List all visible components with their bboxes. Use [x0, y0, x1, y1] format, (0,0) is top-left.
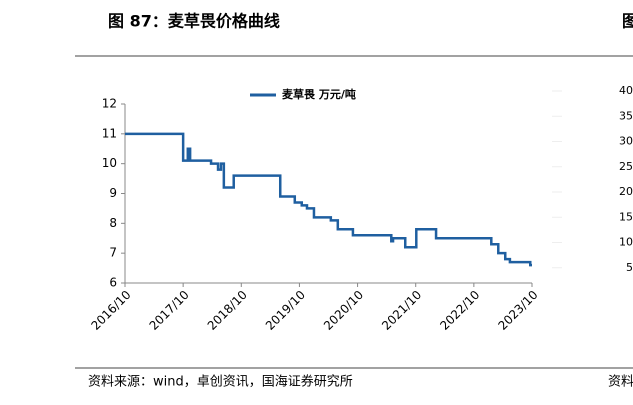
x-tick-label: 2022/10 — [437, 288, 482, 333]
y-tick-label: 11 — [102, 126, 117, 140]
chart-title: 图 — [622, 12, 633, 31]
x-tick-label: 2019/10 — [263, 288, 308, 333]
y-tick-label: 350 — [619, 109, 633, 122]
y-tick-label: 7 — [109, 246, 117, 260]
y-tick-label: 300 — [619, 135, 633, 148]
source: 资料来源：wind，卓创资讯，国海证券研究所 — [88, 374, 353, 390]
x-tick-label: 2021/10 — [379, 288, 424, 333]
y-tick-label: 6 — [109, 276, 117, 290]
y-tick-label: 50 — [626, 261, 633, 274]
x-tick-label: 2017/10 — [147, 288, 192, 333]
y-tick-label: 400 — [619, 84, 633, 97]
y-tick-label: 150 — [619, 210, 633, 223]
x-tick-label: 2016/10 — [88, 288, 133, 333]
y-tick-label: 100 — [619, 236, 633, 249]
legend-label: 麦草畏 万元/吨 — [282, 87, 356, 101]
y-tick-label: 200 — [619, 185, 633, 198]
x-tick-label: 2023/10 — [495, 288, 540, 333]
y-tick-label: 10 — [102, 156, 117, 170]
y-tick-label: 8 — [109, 216, 117, 230]
chart-title: 图 87：麦草畏价格曲线 — [108, 12, 280, 31]
y-tick-label: 9 — [109, 186, 117, 200]
x-tick-label: 2018/10 — [205, 288, 250, 333]
line-series — [125, 132, 532, 267]
y-tick-label: 250 — [619, 160, 633, 173]
y-tick-label: 12 — [102, 97, 117, 111]
x-tick-label: 2020/10 — [321, 288, 366, 333]
source: 资料 — [608, 375, 633, 390]
